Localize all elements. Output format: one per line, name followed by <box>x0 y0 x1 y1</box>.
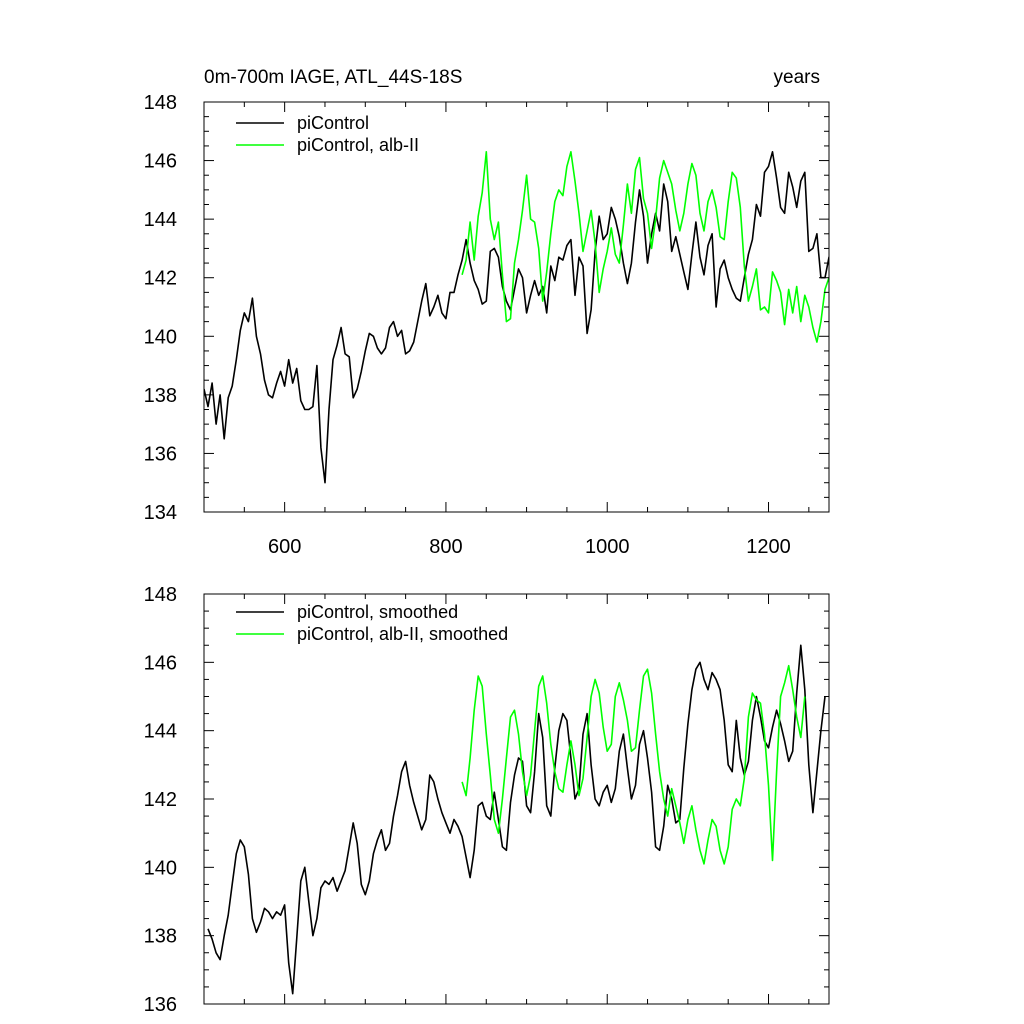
y-tick-label: 136 <box>144 994 177 1016</box>
legend-top: piControl piControl, alb-II <box>236 113 419 155</box>
x-tick-label: 800 <box>429 536 462 558</box>
x-tick-label: 1000 <box>585 536 630 558</box>
x-tick-label: 1200 <box>746 536 791 558</box>
y-tick-label: 136 <box>144 443 177 465</box>
plot-area-bottom: 136 138 140 142 144 146 148 <box>144 584 830 1016</box>
y-tick-label: 148 <box>144 584 177 606</box>
x-tick-label: 600 <box>268 536 301 558</box>
legend-label-picontrol-smoothed: piControl, smoothed <box>297 602 458 622</box>
plot-area-top: 600 800 1000 1200 134 136 138 140 142 144 146 148 <box>144 92 830 558</box>
y-tick-label: 148 <box>144 92 177 114</box>
top-panel: 0m-700m IAGE, ATL_44S-18S years 600 800 10… <box>144 67 830 558</box>
chart-units-label: years <box>774 67 820 88</box>
y-tick-label: 144 <box>144 209 177 231</box>
plot-frame <box>203 593 830 1005</box>
series-line-picontrol <box>204 151 829 484</box>
y-tick-label: 142 <box>144 789 177 811</box>
y-tick-label: 138 <box>144 385 177 407</box>
legend-label-alb-ii-smoothed: piControl, alb-II, smoothed <box>297 624 508 644</box>
series-line-picontrol-smoothed <box>207 644 826 995</box>
y-tick-label: 144 <box>144 721 177 743</box>
legend-label-alb-ii: piControl, alb-II <box>297 135 419 155</box>
chart-title: 0m-700m IAGE, ATL_44S-18S <box>204 67 462 88</box>
y-tick-label: 138 <box>144 926 177 948</box>
bottom-panel: 136 138 140 142 144 146 148 piControl, smoothe… <box>144 584 830 1016</box>
y-tick-label: 146 <box>144 652 177 674</box>
legend-bottom: piControl, smoothed piControl, alb-II, s… <box>236 602 508 644</box>
y-tick-label: 146 <box>144 151 177 173</box>
y-tick-label: 142 <box>144 268 177 290</box>
y-tick-label: 140 <box>144 857 177 879</box>
plot-frame <box>203 101 830 513</box>
series-line-picontrol-alb-ii-smoothed <box>461 664 806 865</box>
series-line-picontrol-alb-ii <box>461 151 829 343</box>
y-tick-label: 134 <box>144 502 177 524</box>
y-tick-label: 140 <box>144 326 177 348</box>
legend-label-picontrol: piControl <box>297 113 369 133</box>
